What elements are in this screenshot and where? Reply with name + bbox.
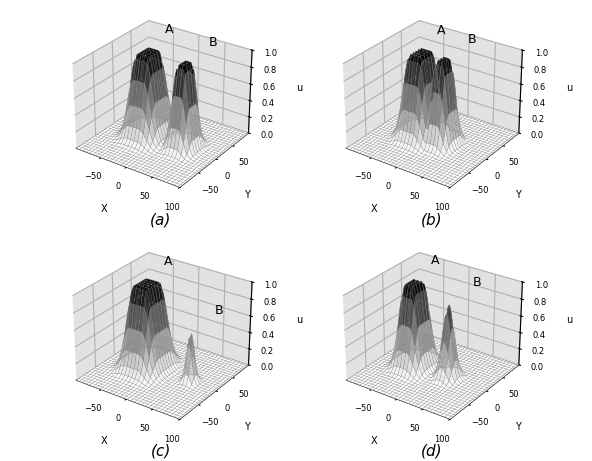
Text: (d): (d) — [420, 444, 442, 459]
Y-axis label: Y: Y — [514, 190, 520, 200]
Text: (a): (a) — [150, 212, 172, 227]
Text: (b): (b) — [420, 212, 442, 227]
Y-axis label: Y: Y — [514, 422, 520, 432]
Text: (c): (c) — [150, 444, 171, 459]
X-axis label: X: X — [100, 436, 107, 446]
Y-axis label: Y: Y — [244, 422, 250, 432]
X-axis label: X: X — [100, 204, 107, 214]
Y-axis label: Y: Y — [244, 190, 250, 200]
X-axis label: X: X — [371, 436, 377, 446]
X-axis label: X: X — [371, 204, 377, 214]
